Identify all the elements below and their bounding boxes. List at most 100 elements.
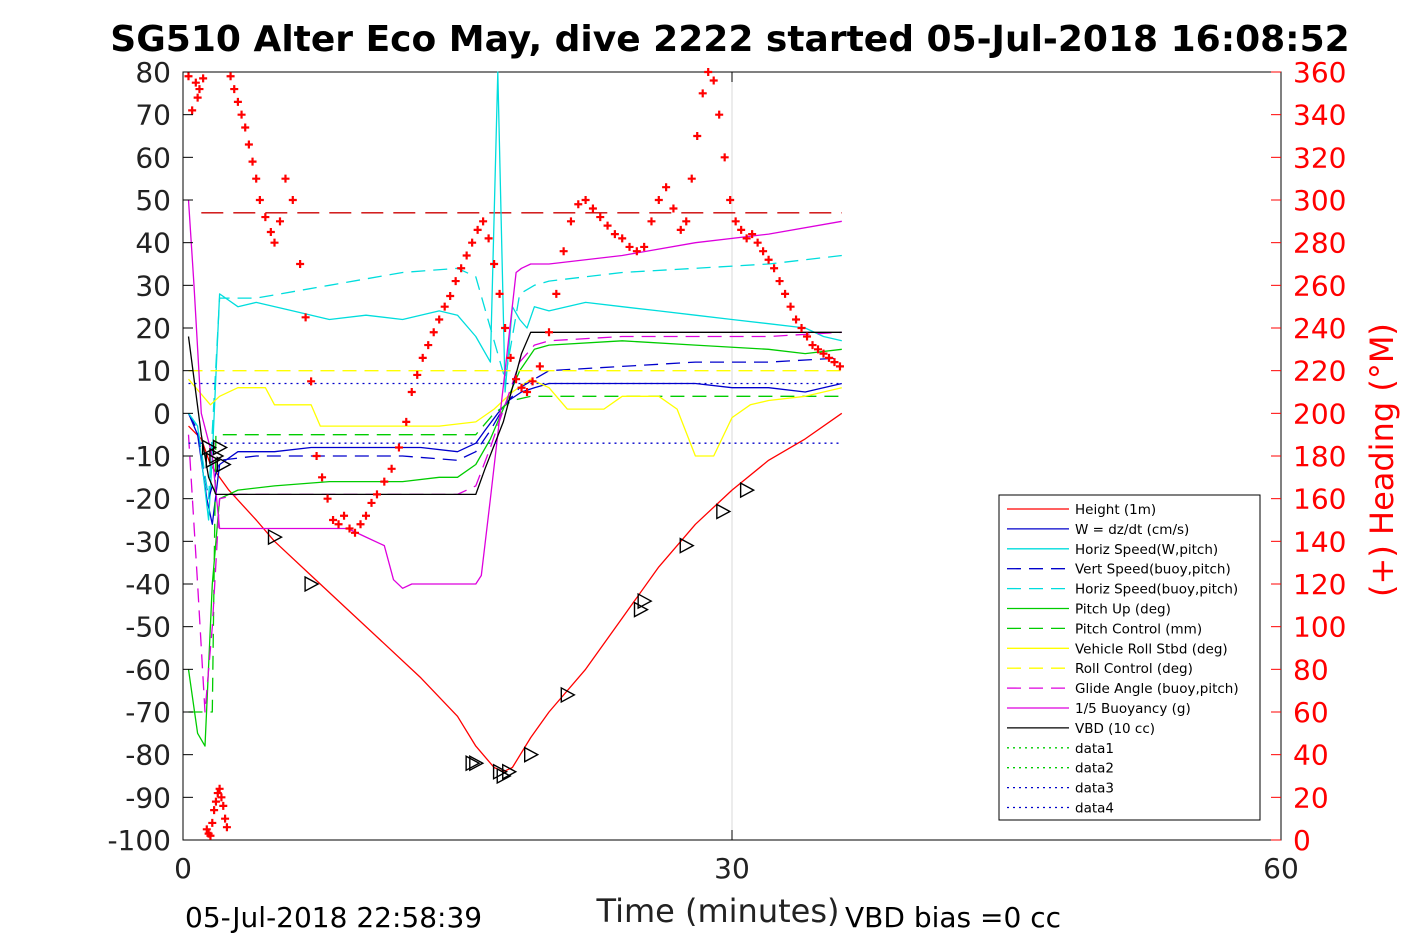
heading-point: [462, 251, 471, 260]
series-line-pitch-control-mm: [188, 395, 842, 713]
legend-entry-label: Height (1m): [1075, 502, 1156, 518]
triangle-marker: [465, 755, 481, 772]
heading-point: [362, 511, 370, 520]
y-tick-label-left: -80: [125, 739, 171, 772]
heading-point: [687, 174, 696, 183]
heading-point: [252, 174, 261, 183]
x-tick-label: 0: [174, 852, 192, 885]
y-tick-label-right: 240: [1293, 312, 1346, 345]
heading-point: [248, 157, 257, 166]
heading-point: [786, 302, 795, 311]
heading-point: [523, 388, 532, 396]
heading-point: [698, 89, 707, 98]
heading-point: [195, 85, 204, 94]
heading-point: [512, 375, 521, 384]
series-line-vehicle-roll-stbd-deg: [188, 378, 842, 457]
heading-point: [372, 490, 381, 499]
heading-point: [506, 353, 515, 362]
x-tick-label: 60: [1263, 852, 1299, 885]
legend-entry-label: Horiz Speed(buoy,pitch): [1075, 582, 1238, 598]
heading-point: [424, 341, 433, 350]
heading-point: [193, 93, 202, 102]
heading-point: [720, 153, 729, 162]
heading-point: [479, 217, 488, 226]
heading-point: [742, 234, 751, 243]
triangle-marker: [205, 452, 221, 469]
triangle-marker: [679, 537, 695, 554]
heading-point: [803, 332, 812, 341]
heading-point: [468, 238, 477, 247]
y-tick-label-left: -20: [125, 483, 171, 516]
heading-point: [270, 238, 279, 247]
triangle-marker: [560, 686, 576, 704]
y-tick-label-right: 360: [1293, 56, 1346, 89]
heading-point: [296, 260, 305, 268]
y-tick-label-left: 80: [135, 56, 171, 89]
y-tick-label-left: -60: [125, 653, 171, 686]
y-tick-label-right: 260: [1293, 269, 1346, 302]
heading-point: [581, 196, 590, 204]
heading-point: [647, 217, 656, 226]
triangle-marker: [201, 439, 218, 456]
y-tick-label-left: 40: [135, 227, 171, 260]
triangle-marker: [469, 755, 485, 772]
heading-point: [208, 818, 217, 827]
y-tick-label-right: 120: [1293, 568, 1346, 601]
heading-point: [217, 793, 226, 802]
y-tick-label-left: 30: [135, 269, 171, 302]
y-tick-label-left: -50: [125, 611, 171, 644]
triangle-marker: [716, 503, 732, 520]
heading-point: [237, 110, 246, 119]
legend-entry-label: Pitch Control (mm): [1075, 621, 1202, 637]
heading-point: [329, 516, 338, 524]
y-tick-label-left: -40: [125, 568, 171, 601]
heading-point: [770, 264, 779, 273]
y-tick-label-right: 80: [1293, 653, 1329, 686]
legend-entry-label: data1: [1075, 741, 1114, 757]
heading-point: [230, 85, 239, 94]
heading-point: [255, 196, 264, 204]
heading-point: [210, 806, 219, 815]
heading-point: [340, 511, 349, 520]
triangle-markers: [201, 439, 756, 785]
y-tick-label-right: 180: [1293, 440, 1346, 473]
chart-title: SG510 Alter Eco May, dive 2222 started 0…: [110, 19, 1349, 60]
heading-point: [640, 242, 649, 251]
triangle-marker: [267, 528, 283, 546]
series-layer: [187, 71, 843, 773]
heading-point: [545, 328, 553, 337]
y-tick-label-right: 60: [1293, 696, 1329, 729]
heading-point: [211, 797, 220, 806]
heading-point: [402, 417, 411, 426]
heading-point: [312, 452, 321, 460]
heading-point: [275, 217, 284, 226]
legend-entry-label: data4: [1075, 801, 1114, 817]
y-tick-label-left: 60: [135, 141, 171, 174]
y-tick-label-right: 140: [1293, 525, 1346, 558]
heading-point: [528, 377, 537, 386]
heading-point: [446, 292, 455, 300]
heading-point: [301, 313, 310, 322]
heading-point: [215, 784, 224, 793]
y-tick-label-left: -100: [107, 824, 171, 857]
footer-vbd-bias: VBD bias =0 cc: [845, 901, 1061, 934]
heading-point: [759, 247, 768, 256]
y-tick-label-right: 300: [1293, 184, 1346, 217]
y-tick-label-left: 70: [135, 99, 171, 132]
series-line-vbd-10-cc: [187, 331, 842, 496]
heading-point: [345, 524, 354, 533]
heading-point: [501, 324, 510, 332]
heading-point: [797, 324, 806, 332]
triangle-marker: [502, 763, 518, 780]
heading-point: [824, 353, 833, 362]
y-tick-label-right: 160: [1293, 483, 1346, 516]
y-tick-label-right: 20: [1293, 781, 1329, 814]
heading-point: [484, 234, 493, 243]
right-axis-ticks: 3603403203002802602402202001801601401201…: [1271, 56, 1346, 857]
y-tick-label-left: -10: [125, 440, 171, 473]
heading-point: [334, 520, 343, 529]
heading-point: [457, 264, 466, 273]
heading-point: [748, 230, 757, 239]
y-tick-label-left: 20: [135, 312, 171, 345]
legend-entry-label: data3: [1075, 781, 1114, 797]
